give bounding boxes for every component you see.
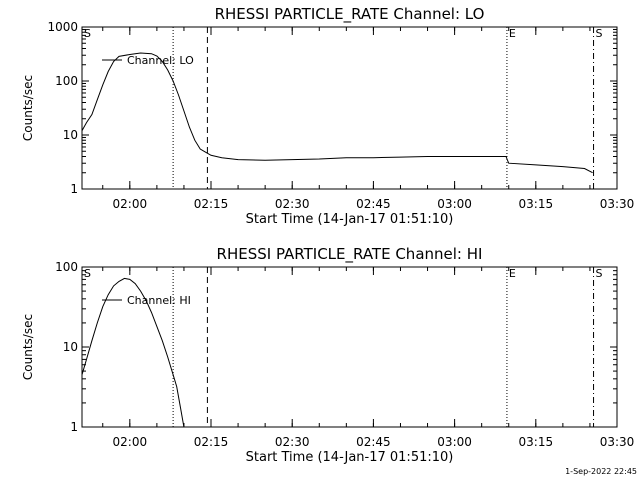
event-marker-label: E bbox=[509, 27, 516, 40]
x-tick-label: 02:00 bbox=[113, 197, 148, 211]
y-tick-label: 100 bbox=[55, 74, 78, 88]
x-tick-label: 03:00 bbox=[437, 435, 472, 449]
x-tick-label: 02:15 bbox=[194, 435, 229, 449]
chart-title: RHESSI PARTICLE_RATE Channel: HI bbox=[217, 245, 483, 264]
x-tick-label: 03:00 bbox=[437, 197, 472, 211]
event-marker-label: S bbox=[596, 27, 603, 40]
event-marker-label: S bbox=[84, 267, 91, 280]
y-tick-label: 1 bbox=[70, 182, 78, 196]
plot-frame bbox=[81, 266, 618, 428]
x-axis-label: Start Time (14-Jan-17 01:51:10) bbox=[246, 212, 454, 227]
x-tick-label: 02:00 bbox=[113, 435, 148, 449]
x-tick-label: 02:30 bbox=[275, 197, 310, 211]
x-tick-label: 03:15 bbox=[519, 435, 554, 449]
x-tick-label: 02:30 bbox=[275, 435, 310, 449]
y-tick-label: 1 bbox=[70, 420, 78, 434]
x-tick-label: 03:30 bbox=[600, 197, 635, 211]
y-tick-label: 1000 bbox=[47, 20, 78, 34]
x-axis-label: Start Time (14-Jan-17 01:51:10) bbox=[246, 450, 454, 465]
x-tick-label: 03:15 bbox=[519, 197, 554, 211]
chart-title: RHESSI PARTICLE_RATE Channel: LO bbox=[215, 5, 485, 24]
event-marker-label: S bbox=[84, 27, 91, 40]
event-marker-label: S bbox=[596, 267, 603, 280]
legend-label: Channel: LO bbox=[127, 54, 194, 67]
event-marker-label: E bbox=[509, 267, 516, 280]
y-axis-label: Counts/sec bbox=[21, 314, 35, 380]
series-line bbox=[82, 52, 593, 174]
y-tick-label: 100 bbox=[55, 260, 78, 274]
footer-timestamp: 1-Sep-2022 22:45 bbox=[565, 467, 637, 476]
series-line bbox=[82, 277, 185, 427]
y-axis-label: Counts/sec bbox=[21, 75, 35, 141]
x-tick-label: 02:15 bbox=[194, 197, 229, 211]
x-tick-label: 02:45 bbox=[356, 435, 391, 449]
chart-panel-1: RHESSI PARTICLE_RATE Channel: HI Counts/s… bbox=[21, 245, 634, 465]
chart-panel-0: RHESSI PARTICLE_RATE Channel: LO Counts/s… bbox=[21, 5, 634, 227]
legend-label: Channel: HI bbox=[127, 294, 191, 307]
y-tick-label: 10 bbox=[63, 340, 78, 354]
x-tick-label: 02:45 bbox=[356, 197, 391, 211]
y-tick-label: 10 bbox=[63, 128, 78, 142]
x-tick-label: 03:30 bbox=[600, 435, 635, 449]
